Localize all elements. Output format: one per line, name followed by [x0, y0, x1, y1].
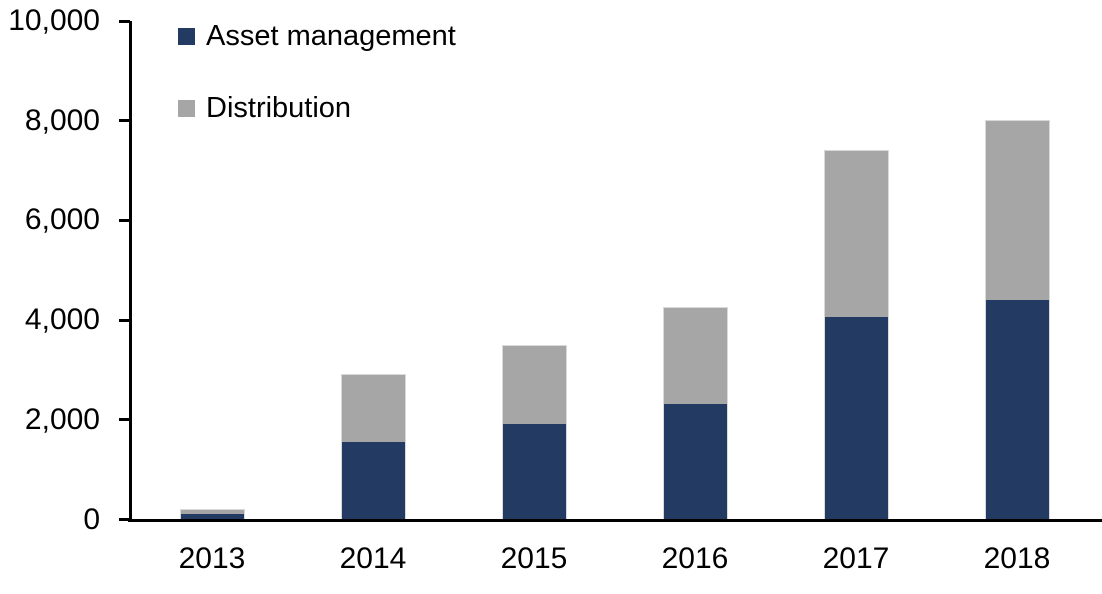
bar-segment-distribution-2018 [985, 120, 1049, 300]
bar-2016 [662, 307, 728, 519]
legend-item-distribution: Distribution [178, 92, 352, 124]
legend-swatch-asset-management [178, 27, 195, 45]
x-tick-label-2018: 2018 [983, 542, 1051, 575]
bar-segment-distribution-2013 [180, 509, 244, 515]
y-tick-mark-6000 [119, 218, 130, 222]
bar-segment-distribution-2015 [502, 344, 566, 425]
y-tick-label-10000: 10,000 [8, 4, 100, 37]
x-tick-label-2013: 2013 [178, 542, 246, 575]
legend-item-asset-management: Asset management [178, 20, 456, 52]
y-tick-mark-0 [119, 518, 130, 521]
legend-swatch-distribution [178, 99, 195, 117]
y-tick-mark-8000 [119, 119, 130, 123]
bar-segment-asset-management-2014 [341, 441, 405, 519]
bar-segment-distribution-2017 [824, 150, 888, 318]
y-axis-line [128, 21, 132, 521]
y-tick-mark-2000 [119, 418, 130, 422]
y-tick-label-4000: 4,000 [24, 303, 100, 337]
bar-2017 [823, 150, 889, 519]
bar-2013 [179, 509, 245, 519]
y-tick-label-0: 0 [83, 502, 100, 536]
legend-label-distribution: Distribution [206, 92, 352, 124]
x-tick-label-2014: 2014 [339, 542, 407, 575]
y-tick-mark-4000 [119, 318, 130, 322]
bar-segment-asset-management-2018 [985, 299, 1049, 519]
bar-2014 [340, 374, 406, 519]
bar-segment-asset-management-2013 [180, 514, 244, 519]
bar-segment-distribution-2014 [341, 374, 405, 442]
y-tick-label-8000: 8,000 [24, 103, 100, 137]
bar-segment-asset-management-2015 [502, 424, 566, 519]
bar-segment-asset-management-2017 [824, 317, 888, 519]
bar-2015 [501, 344, 567, 519]
bar-2018 [984, 120, 1050, 519]
y-tick-label-6000: 6,000 [24, 203, 100, 237]
y-tick-mark-10000 [119, 19, 130, 23]
bar-segment-distribution-2016 [663, 307, 727, 405]
x-tick-label-2017: 2017 [822, 542, 890, 575]
x-tick-label-2015: 2015 [500, 542, 568, 575]
x-tick-label-2016: 2016 [661, 542, 729, 575]
bar-segment-asset-management-2016 [663, 404, 727, 519]
x-axis-line [128, 518, 1102, 522]
y-tick-label-2000: 2,000 [24, 402, 100, 436]
legend-label-asset-management: Asset management [206, 20, 456, 52]
